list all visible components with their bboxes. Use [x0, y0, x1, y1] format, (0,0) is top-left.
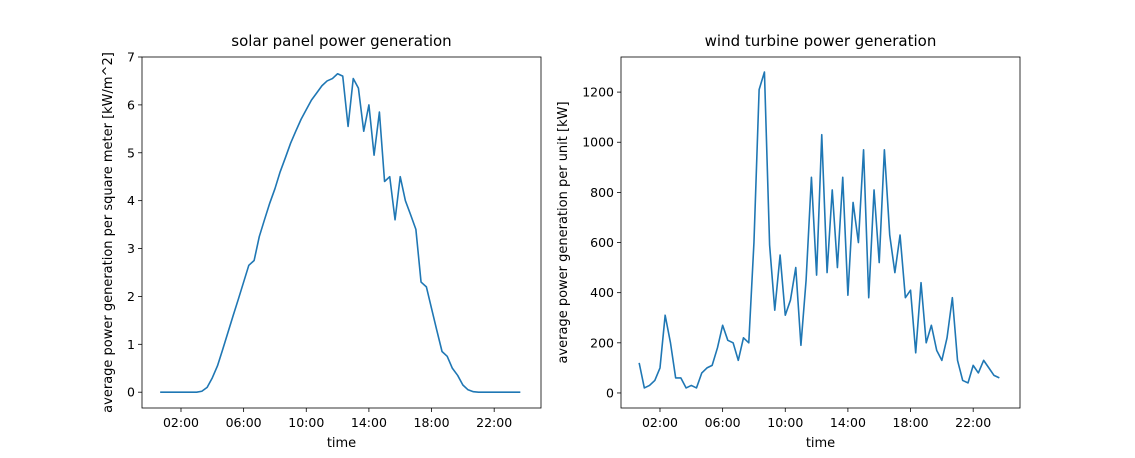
x-tick-label: 10:00: [288, 415, 324, 430]
x-tick-label: 02:00: [642, 415, 678, 430]
x-axis-label: time: [806, 436, 835, 451]
y-tick-label: 4: [127, 193, 135, 208]
y-tick-label: 1000: [582, 135, 614, 150]
y-tick-label: 600: [590, 235, 614, 250]
x-axis-label: time: [327, 436, 356, 451]
subplot: wind turbine power generation time average…: [556, 32, 1021, 451]
y-axis-label: average power generation per unit [kW]: [556, 101, 571, 363]
line-series: [160, 72, 521, 393]
y-tick-label: 0: [127, 385, 135, 400]
y-tick-label: 1: [127, 337, 135, 352]
y-tick-label: 1200: [582, 85, 614, 100]
x-tick-label: 18:00: [893, 415, 929, 430]
y-tick-label: 2: [127, 289, 135, 304]
x-tick-label: 18:00: [414, 415, 450, 430]
y-tick-label: 0: [606, 385, 614, 400]
x-tick-label: 02:00: [163, 415, 199, 430]
subplot: solar panel power generation time average …: [101, 32, 542, 451]
chart-title: wind turbine power generation: [705, 32, 937, 50]
x-tick-label: 06:00: [226, 415, 262, 430]
y-tick-label: 7: [127, 50, 135, 65]
x-tick-label: 14:00: [351, 415, 387, 430]
y-tick-label: 3: [127, 241, 135, 256]
y-tick-label: 400: [590, 285, 614, 300]
y-tick-label: 6: [127, 97, 135, 112]
x-tick-label: 10:00: [767, 415, 803, 430]
x-tick-label: 22:00: [955, 415, 991, 430]
axes-frame: [141, 56, 542, 409]
chart-title: solar panel power generation: [231, 32, 451, 50]
x-tick-label: 06:00: [705, 415, 741, 430]
line-series: [638, 71, 1000, 389]
x-tick-label: 22:00: [476, 415, 512, 430]
y-tick-label: 5: [127, 145, 135, 160]
x-tick-label: 14:00: [830, 415, 866, 430]
axes-frame: [620, 56, 1021, 409]
y-tick-label: 800: [590, 185, 614, 200]
y-axis-label: average power generation per square mete…: [101, 52, 116, 413]
y-tick-label: 200: [590, 335, 614, 350]
